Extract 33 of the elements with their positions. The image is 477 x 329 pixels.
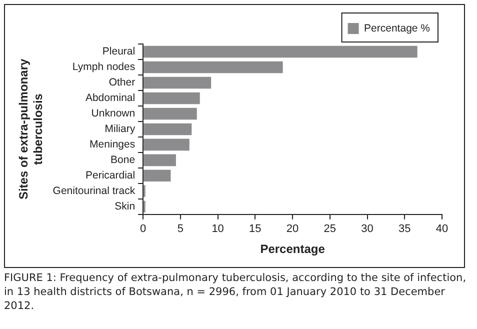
x-tick-label: 30	[361, 223, 374, 236]
bar	[144, 170, 171, 182]
x-tick-label: 10	[212, 223, 224, 236]
y-tick-label: Meninges	[90, 138, 136, 151]
x-tick-label: 5	[177, 223, 184, 236]
bar	[144, 46, 418, 58]
bar	[144, 92, 200, 104]
bar	[144, 123, 192, 136]
x-tick-label: 20	[286, 223, 299, 236]
bar	[144, 61, 283, 74]
y-tick-label: Skin	[114, 200, 136, 213]
y-axis-title: Sites of extra-pulmonary tuberculosis	[16, 58, 45, 200]
caption: FIGURE 1: Frequency of extra-pulmonary tuberculosis, according to the site of infection, in 13 health districts of Botswana, n = 2996, from 01 January 2010 to 31 December 2012.	[4, 271, 468, 313]
y-tick-label: Genitourinal track	[52, 185, 136, 198]
y-tick-label: Bone	[110, 154, 136, 166]
legend-label: Percentage %	[364, 22, 430, 34]
y-tick-label: Abdominal	[85, 92, 136, 104]
x-tick-label: 40	[436, 223, 448, 236]
y-tick-label: Pericardial	[85, 170, 136, 182]
x-axis-title: Percentage	[260, 242, 326, 256]
bar	[144, 76, 212, 89]
x-tick-label: 35	[398, 223, 411, 236]
y-tick-label: Other	[108, 76, 136, 89]
y-tick-label: Unknown	[91, 108, 136, 120]
bar	[144, 108, 197, 120]
bar	[144, 138, 190, 151]
y-tick-label: Pleural	[102, 46, 136, 58]
y-tick-label: Lymph nodes	[72, 61, 136, 74]
x-tick-label: 0	[140, 223, 146, 236]
y-tick-label: Miliary	[104, 123, 136, 136]
bar	[144, 154, 176, 166]
x-tick-label: 15	[249, 223, 262, 236]
x-tick-label: 25	[324, 223, 336, 236]
